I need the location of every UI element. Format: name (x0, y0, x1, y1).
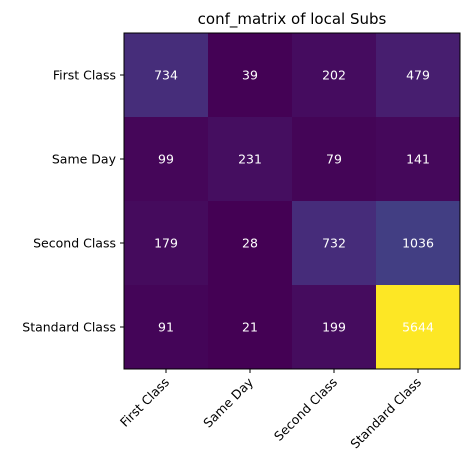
cell-value-label-1-3: 141 (406, 152, 430, 167)
heatmap-cell-3-0 (124, 285, 209, 370)
cell-value-label-0-1: 39 (242, 68, 258, 83)
y-axis-ticks: First Class Same Day Second Class Standard … (22, 68, 124, 335)
cell-value-label-0-2: 202 (322, 68, 346, 83)
y-tick-label-0: First Class (53, 68, 116, 83)
chart-title: conf_matrix of local Subs (198, 10, 387, 29)
axes-frame (123, 32, 461, 370)
cell-value-label-0-0: 734 (154, 68, 178, 83)
cell-value-label-3-3: 5644 (402, 320, 434, 335)
y-tick-label-1: Same Day (52, 152, 117, 167)
heatmap-cell-3-2 (292, 285, 377, 370)
x-tick-label-1: Same Day (200, 374, 256, 430)
heatmap-cell-2-3 (376, 201, 461, 286)
cell-value-label-3-0: 91 (158, 320, 174, 335)
heatmap-cell-3-3 (376, 285, 461, 370)
x-axis-ticks: First Class Same Day Second Class Standard … (117, 369, 424, 451)
heatmap-cell-1-1 (208, 117, 293, 202)
heatmap-cell-3-1 (208, 285, 293, 370)
heatmap-cell-1-3 (376, 117, 461, 202)
heatmap-cells: 734 39 202 479 99 231 79 141 179 28 732 1036 91 21 199… (124, 33, 461, 370)
cell-value-label-1-0: 99 (158, 152, 174, 167)
cell-value-label-1-1: 231 (238, 152, 262, 167)
cell-value-label-3-1: 21 (242, 320, 258, 335)
y-tick-label-2: Second Class (33, 236, 116, 251)
x-tick-label-3: Standard Class (347, 375, 424, 452)
cell-value-label-2-3: 1036 (402, 236, 434, 251)
cell-value-label-0-3: 479 (406, 68, 430, 83)
x-tick-label-2: Second Class (271, 375, 340, 444)
heatmap-cell-0-0 (124, 33, 209, 118)
heatmap-cell-2-2 (292, 201, 377, 286)
heatmap-cell-0-1 (208, 33, 293, 118)
cell-value-label-1-2: 79 (326, 152, 342, 167)
heatmap-cell-0-3 (376, 33, 461, 118)
heatmap-cell-2-0 (124, 201, 209, 286)
y-tick-label-3: Standard Class (22, 320, 116, 335)
heatmap-cell-0-2 (292, 33, 377, 118)
cell-value-label-3-2: 199 (322, 320, 346, 335)
cell-value-label-2-1: 28 (242, 236, 258, 251)
heatmap-cell-1-2 (292, 117, 377, 202)
cell-value-label-2-0: 179 (154, 236, 178, 251)
heatmap-cell-1-0 (124, 117, 209, 202)
x-tick-label-0: First Class (117, 375, 172, 430)
cell-value-label-2-2: 732 (322, 236, 346, 251)
heatmap-cell-2-1 (208, 201, 293, 286)
